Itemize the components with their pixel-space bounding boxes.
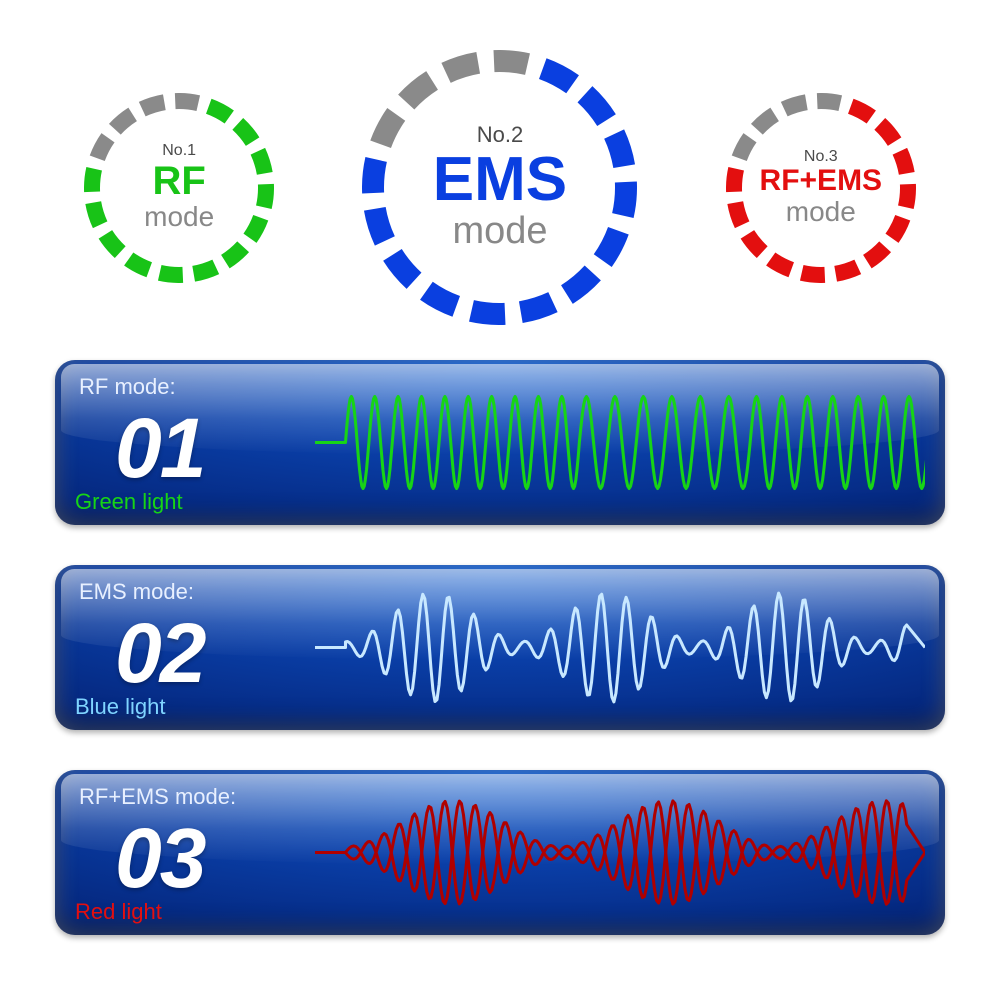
circle-no-label: No.1 bbox=[144, 143, 214, 160]
circle-no-label: No.3 bbox=[760, 149, 883, 166]
mode-bar-2: EMS mode: 02 Blue light bbox=[55, 565, 945, 730]
bar-number: 02 bbox=[115, 605, 204, 702]
bar-number: 03 bbox=[115, 810, 204, 907]
waveform-icon bbox=[315, 360, 925, 525]
circle-name: RF bbox=[144, 160, 214, 202]
waveform-icon bbox=[315, 770, 925, 935]
circle-mode-word: mode bbox=[760, 197, 883, 226]
circle-text: No.2 EMS mode bbox=[433, 123, 567, 251]
circle-mode-word: mode bbox=[144, 202, 214, 231]
bar-title: EMS mode: bbox=[79, 579, 194, 605]
circle-name: RF+EMS bbox=[760, 165, 883, 197]
wave-holder bbox=[315, 770, 925, 935]
waveform-icon bbox=[315, 565, 925, 730]
circle-name: EMS bbox=[433, 147, 567, 212]
mode-circles-row: No.1 RF mode No.2 EMS mode No.3 RF+EMS m… bbox=[0, 0, 1000, 350]
bar-number: 01 bbox=[115, 400, 204, 497]
bar-subtitle: Blue light bbox=[75, 694, 166, 720]
circle-text: No.1 RF mode bbox=[144, 143, 214, 231]
mode-circle-1: No.1 RF mode bbox=[84, 93, 274, 283]
mode-bar-3: RF+EMS mode: 03 Red light bbox=[55, 770, 945, 935]
bar-title: RF+EMS mode: bbox=[79, 784, 236, 810]
mode-bar-1: RF mode: 01 Green light bbox=[55, 360, 945, 525]
bar-subtitle: Green light bbox=[75, 489, 183, 515]
mode-circle-2: No.2 EMS mode bbox=[362, 50, 637, 325]
bar-title: RF mode: bbox=[79, 374, 176, 400]
circle-no-label: No.2 bbox=[433, 123, 567, 146]
circle-text: No.3 RF+EMS mode bbox=[760, 149, 883, 227]
wave-holder bbox=[315, 565, 925, 730]
circle-mode-word: mode bbox=[433, 212, 567, 252]
mode-circle-3: No.3 RF+EMS mode bbox=[726, 93, 916, 283]
bar-subtitle: Red light bbox=[75, 899, 162, 925]
wave-holder bbox=[315, 360, 925, 525]
mode-bars: RF mode: 01 Green light EMS mode: 02 Blu… bbox=[0, 350, 1000, 935]
